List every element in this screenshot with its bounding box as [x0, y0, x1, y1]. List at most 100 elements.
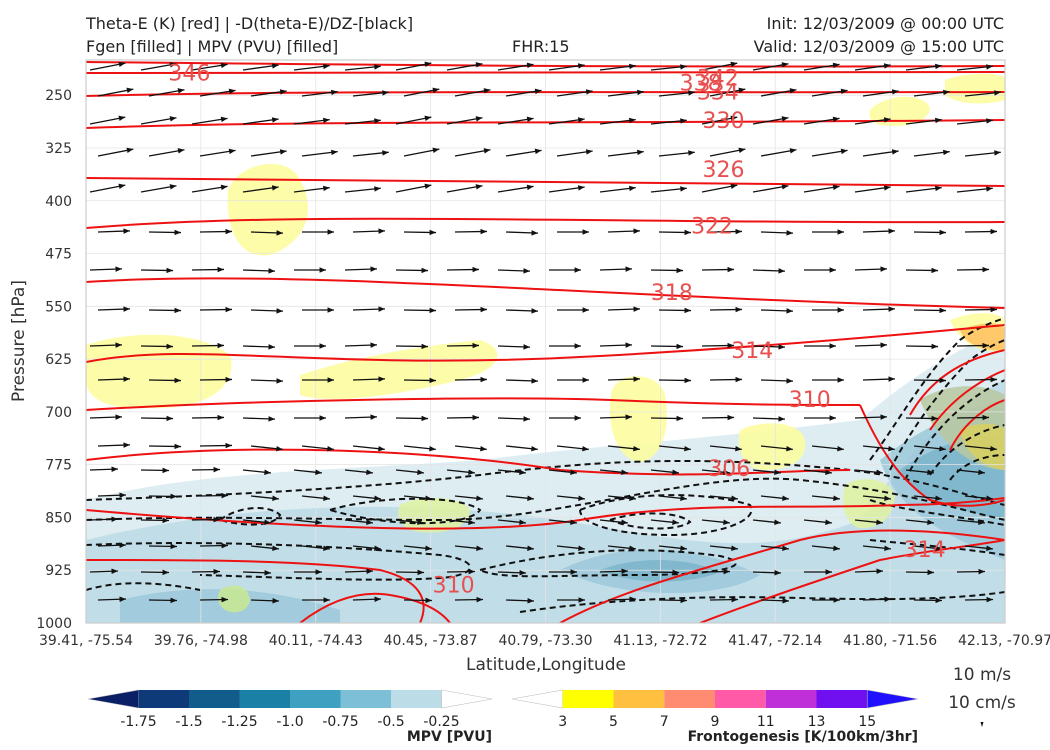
theta-e-contour-label: 338	[680, 72, 722, 97]
wind-vector	[294, 267, 326, 273]
wind-vector	[701, 469, 730, 475]
wind-vector	[658, 445, 691, 452]
wind-vector	[446, 414, 480, 421]
wind-vector	[454, 596, 484, 603]
wind-vector	[658, 229, 692, 236]
wind-vector	[395, 415, 429, 422]
colorbar-segment	[613, 690, 665, 708]
wind-vector	[148, 148, 185, 157]
wind-vector	[497, 416, 531, 422]
wind-vector	[701, 183, 738, 193]
colorbar-segment	[816, 690, 868, 708]
wind-vector	[250, 149, 287, 157]
theta-e-line	[86, 497, 1005, 530]
wind-vector	[403, 87, 440, 97]
wind-vector	[446, 568, 476, 575]
wind-vector	[803, 184, 840, 193]
wind-vector	[862, 445, 895, 452]
filled-contour	[945, 73, 1005, 104]
wind-vector	[344, 186, 381, 193]
wind-vector	[446, 116, 483, 125]
wind-vector	[658, 377, 692, 384]
wind-vector	[854, 266, 888, 272]
y-tick-label: 925	[45, 563, 72, 579]
wind-vector	[352, 90, 389, 97]
wind-vector	[97, 87, 134, 97]
wind-vectors	[89, 61, 1001, 604]
wind-vector	[242, 117, 279, 125]
wind-vector	[294, 569, 322, 575]
wind-vector	[599, 185, 636, 193]
theta-e-line	[559, 529, 1005, 623]
colorbar-segment	[715, 690, 766, 708]
wind-vector	[293, 469, 322, 475]
wind-vector	[191, 116, 228, 125]
dtheta-dz-line	[86, 459, 1005, 506]
theta-e-line	[909, 349, 1005, 416]
wind-vector	[556, 545, 585, 551]
x-tick-label: 42.13, -70.97	[958, 633, 1050, 649]
colorbar-tick-label: 15	[858, 714, 876, 730]
wind-vector	[709, 147, 746, 157]
wind-vector	[709, 228, 743, 235]
wind-vector	[403, 147, 440, 157]
wind-vector	[454, 376, 488, 383]
colorbar-segment	[138, 690, 189, 708]
wind-vector	[854, 342, 888, 348]
dtheta-dz-line	[609, 512, 692, 530]
wind-vector	[497, 570, 527, 576]
y-tick-labels: 250 325 400 475 550 625 700 775 850 925 1000	[36, 88, 72, 632]
wind-vector	[760, 495, 789, 501]
wind-vector	[395, 115, 432, 125]
wind-vector	[803, 469, 832, 475]
y-axis-label: Pressure [hPa]	[9, 280, 29, 402]
wind-vector	[905, 569, 935, 576]
wind-vector	[395, 569, 425, 576]
theta-e-contour-label: 330	[703, 109, 745, 134]
wind-vector	[650, 569, 680, 576]
wind-vector	[862, 228, 896, 234]
wind-vector	[344, 469, 373, 475]
wind-vector	[760, 445, 793, 452]
wind-vector	[148, 377, 182, 384]
wind-vector	[557, 377, 589, 383]
dtheta-dz-line	[479, 549, 737, 578]
wind-vector	[905, 117, 942, 125]
wind-vector	[446, 342, 480, 349]
y-tick-label: 700	[45, 405, 72, 421]
wind-vector	[752, 469, 781, 475]
x-tick-label: 39.41, -75.54	[39, 633, 133, 649]
wind-vector	[650, 469, 679, 475]
y-tick-label: 625	[45, 352, 72, 368]
wind-vector	[344, 414, 378, 420]
wind-vector	[497, 268, 531, 274]
wind-key-label-ms: 10 m/s	[953, 665, 1011, 685]
wind-vector	[760, 88, 797, 97]
theta-e-line	[949, 399, 1005, 451]
wind-vector	[446, 62, 483, 71]
wind-vector	[148, 543, 178, 550]
wind-vector	[395, 61, 432, 71]
wind-vector	[352, 596, 382, 602]
wind-vector	[454, 228, 488, 235]
x-axis-label: Latitude,Longitude	[466, 655, 626, 675]
wind-vector	[804, 267, 836, 273]
wind-vector	[505, 88, 542, 97]
wind-vector	[395, 343, 429, 350]
wind-vector	[854, 63, 891, 71]
wind-vector	[709, 545, 738, 551]
theta-e-contour-label: 322	[691, 214, 733, 239]
wind-vector	[454, 445, 487, 452]
wind-vector	[556, 495, 585, 501]
wind-vector	[140, 116, 177, 125]
wind-vector	[250, 598, 280, 604]
wind-vector	[854, 469, 883, 475]
colorbar-tick-label: 11	[757, 714, 775, 730]
wind-vector	[701, 266, 735, 273]
wind-vector	[760, 230, 794, 236]
wind-vector	[658, 597, 688, 604]
colorbar-tick-label: -1.75	[120, 714, 156, 730]
wind-vector	[454, 545, 483, 551]
wind-vector	[905, 343, 939, 350]
wind-vector	[505, 545, 534, 551]
